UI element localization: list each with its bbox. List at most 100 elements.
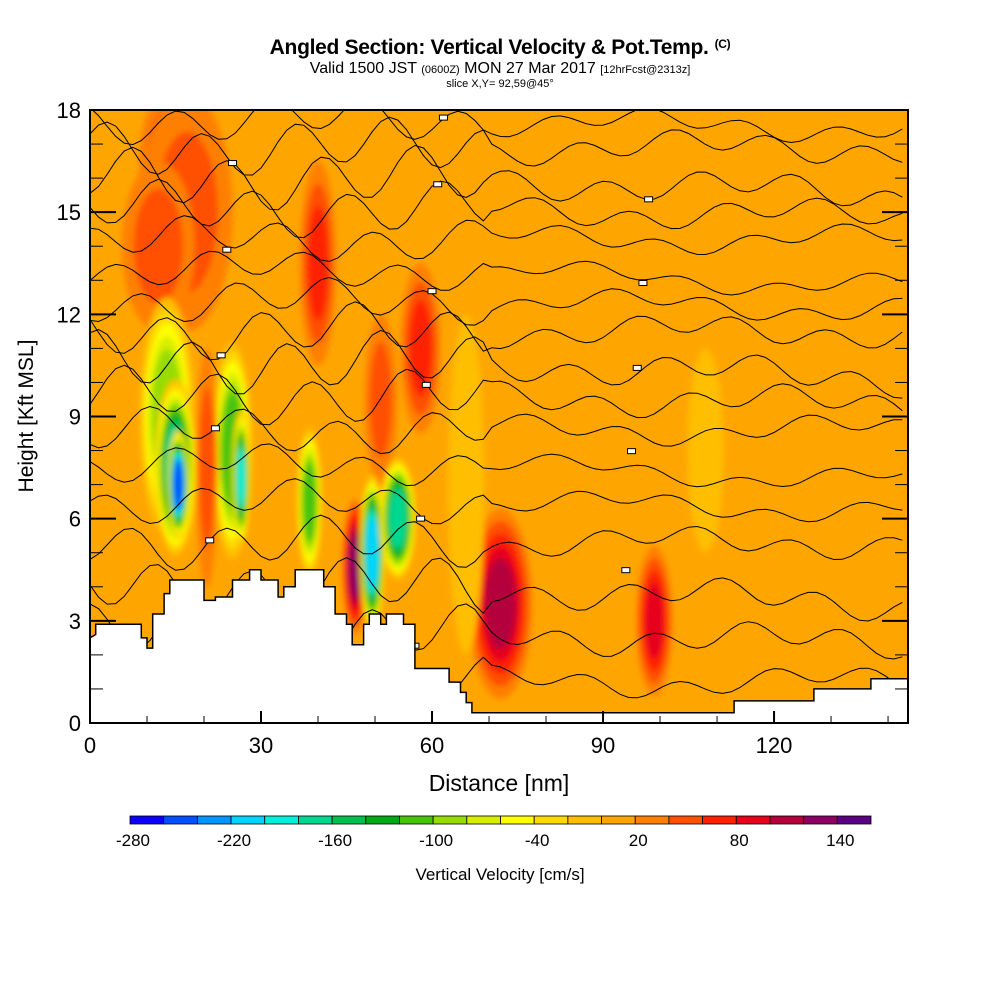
velocity-feature — [349, 535, 361, 598]
valid-date: MON 27 Mar 2017 — [464, 60, 596, 77]
y-axis-label: Height [Kft MSL] — [15, 340, 38, 493]
colorbar-swatch — [129, 815, 165, 825]
theta-contour-line — [90, 514, 903, 571]
theta-contour-line — [90, 443, 903, 488]
x-axis-label: Distance [nm] — [429, 770, 570, 796]
colorbar-tick-label: 20 — [629, 831, 648, 850]
colorbar-swatch — [264, 815, 299, 825]
y-tick-label: 18 — [57, 98, 81, 123]
valid-prefix: Valid 1500 JST — [309, 60, 417, 77]
colorbar-swatch — [298, 815, 333, 825]
contour-label-marker — [416, 515, 426, 522]
title-mark: (C) — [714, 37, 731, 51]
y-tick-label: 0 — [69, 711, 81, 736]
valid-utc: (0600Z) — [421, 64, 460, 76]
x-tick-label: 90 — [591, 733, 615, 758]
colorbar-tick-label: -40 — [525, 831, 550, 850]
colorbar-swatch — [500, 815, 535, 825]
theta-contour-line — [90, 144, 903, 211]
velocity-feature — [367, 521, 378, 585]
velocity-feature — [174, 463, 183, 507]
velocity-feature — [693, 381, 718, 520]
colorbar-swatch — [567, 815, 602, 825]
colorbar-swatch — [702, 815, 737, 825]
colorbar-swatch — [230, 815, 266, 825]
contour-label-marker — [433, 181, 443, 188]
contour-label-marker — [222, 246, 232, 253]
theta-contour-line — [90, 364, 903, 426]
colorbar-tick-label: -160 — [318, 831, 352, 850]
colorbar-swatch — [331, 815, 367, 825]
velocity-feature — [307, 205, 329, 322]
velocity-feature — [199, 387, 215, 549]
title-text: Angled Section: Vertical Velocity & Pot.… — [269, 36, 709, 59]
theta-contours — [90, 110, 903, 710]
axes: 0 30 60 90 120 0 3 6 9 12 15 18 — [57, 98, 908, 758]
colorbar-swatch — [803, 815, 838, 825]
x-tick-label: 60 — [420, 733, 444, 758]
contour-label-marker — [421, 381, 431, 388]
theta-contour-line — [90, 276, 903, 326]
colorbar-swatch — [432, 815, 468, 825]
field-features — [121, 110, 724, 700]
colorbar-tick-label: 140 — [826, 831, 854, 850]
x-tick-label: 30 — [249, 733, 273, 758]
terrain — [89, 569, 909, 724]
y-tick-label: 15 — [57, 200, 81, 225]
y-tick-label: 9 — [69, 405, 81, 430]
velocity-feature — [644, 582, 664, 660]
theta-contour-line — [91, 110, 903, 146]
velocity-feature — [133, 188, 184, 304]
colorbar-swatch — [163, 815, 198, 825]
theta-contour-line — [90, 478, 903, 525]
theta-contour-line — [90, 329, 903, 399]
colorbar-swatch — [769, 815, 805, 825]
contour-label-marker — [216, 352, 226, 359]
colorbar-swatch — [668, 815, 703, 825]
colorbar-tick-label: -280 — [116, 831, 150, 850]
velocity-feature — [485, 558, 516, 650]
colorbar-swatch — [735, 815, 771, 825]
velocity-feature — [390, 493, 406, 545]
theta-contour-line — [90, 405, 903, 455]
theta-contour-line — [90, 250, 903, 296]
velocity-feature — [237, 449, 245, 507]
colorbar-tick-label: 80 — [730, 831, 749, 850]
contour-label-marker — [638, 280, 648, 287]
contour-label-marker — [621, 567, 631, 574]
contour-label-marker — [627, 448, 637, 455]
x-tick-label: 120 — [756, 733, 793, 758]
forecast-info: [12hrFcst@2313z] — [600, 64, 691, 76]
x-tick-label: 0 — [84, 733, 96, 758]
colorbar-swatch — [533, 815, 569, 825]
slice-info: slice X,Y= 92,59@45° — [446, 78, 554, 90]
colorbar: -280 -220 -160 -100 -40 20 80 140 — [116, 815, 872, 850]
theta-contour-line — [90, 215, 903, 262]
valid-time-line: Valid 1500 JST (0600Z) MON 27 Mar 2017 [… — [0, 60, 1000, 78]
velocity-feature — [453, 369, 479, 600]
chart-title: Angled Section: Vertical Velocity & Pot.… — [0, 36, 1000, 60]
theta-contour-line — [90, 178, 903, 239]
colorbar-label: Vertical Velocity [cm/s] — [415, 865, 584, 884]
contour-label-marker — [632, 364, 642, 371]
contour-label-marker — [644, 196, 654, 203]
theta-contour-line — [90, 116, 903, 176]
colorbar-tick-label: -220 — [217, 831, 251, 850]
colorbar-swatch — [399, 815, 434, 825]
colorbar-swatch — [365, 815, 400, 825]
contour-label-marker — [210, 425, 220, 432]
contour-label-marker — [427, 288, 437, 295]
y-tick-label: 12 — [57, 302, 81, 327]
colorbar-tick-label: -100 — [419, 831, 453, 850]
colorbar-swatch — [196, 815, 232, 825]
colorbar-swatch — [466, 815, 501, 825]
velocity-feature — [409, 300, 432, 397]
colorbar-swatch — [601, 815, 636, 825]
y-tick-label: 6 — [69, 507, 81, 532]
y-tick-label: 3 — [69, 609, 81, 634]
contour-label-marker — [228, 160, 238, 167]
colorbar-swatch — [634, 815, 670, 825]
contour-label-marker — [438, 114, 448, 121]
contour-label-marker — [205, 537, 215, 544]
